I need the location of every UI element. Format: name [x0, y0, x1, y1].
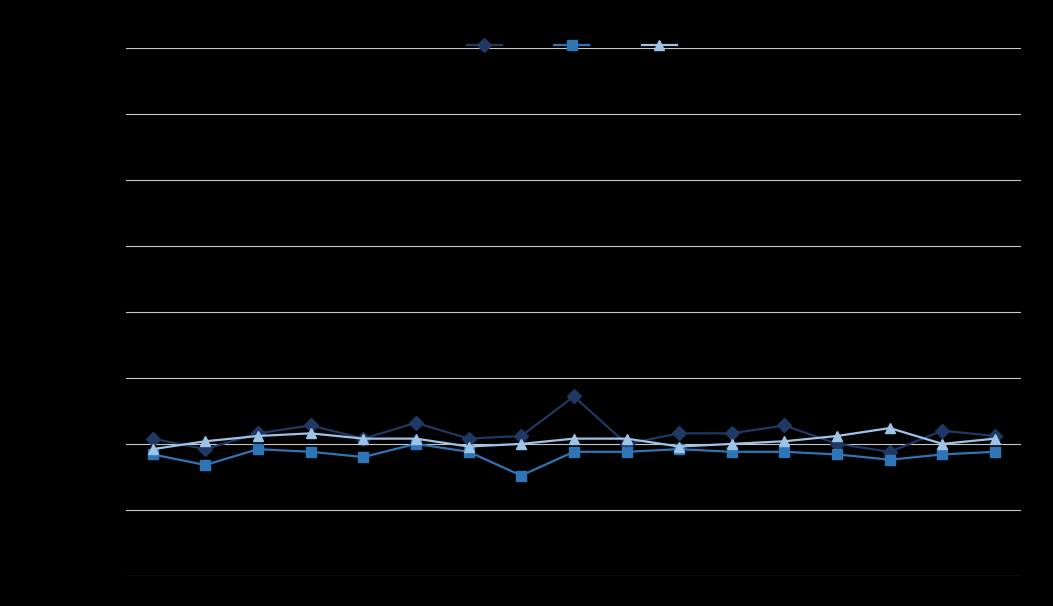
Series1: [252, 430, 264, 437]
Series3: [778, 438, 791, 445]
Series1: [936, 427, 949, 435]
Series1: [199, 445, 212, 453]
Series3: [883, 424, 896, 431]
Line: Series1: Series1: [147, 391, 1000, 457]
Series3: [989, 435, 1001, 442]
Series2: [515, 472, 528, 479]
Series1: [568, 393, 580, 400]
Line: Series3: Series3: [147, 423, 1000, 454]
Series2: [883, 456, 896, 464]
Series2: [726, 448, 738, 456]
Series2: [620, 448, 633, 456]
Series3: [252, 432, 264, 439]
Series2: [568, 448, 580, 456]
Series2: [252, 445, 264, 453]
Series3: [936, 440, 949, 447]
Series1: [620, 440, 633, 447]
Series3: [304, 430, 317, 437]
Line: Series2: Series2: [147, 439, 1000, 481]
Series3: [357, 435, 370, 442]
Series1: [673, 430, 686, 437]
Series1: [462, 435, 475, 442]
Series3: [831, 432, 843, 439]
Series2: [357, 453, 370, 461]
Series2: [778, 448, 791, 456]
Series1: [831, 440, 843, 447]
Series2: [462, 448, 475, 456]
Series1: [515, 432, 528, 439]
Series2: [936, 451, 949, 458]
Series3: [146, 445, 159, 453]
Series3: [726, 440, 738, 447]
Series2: [673, 445, 686, 453]
Series3: [568, 435, 580, 442]
Series3: [515, 440, 528, 447]
Series3: [410, 435, 422, 442]
Series1: [357, 435, 370, 442]
Series1: [989, 432, 1001, 439]
Series2: [410, 440, 422, 447]
Series3: [462, 443, 475, 450]
Series1: [778, 422, 791, 429]
Legend: , , : , ,: [461, 35, 687, 59]
Series1: [726, 430, 738, 437]
Series2: [304, 448, 317, 456]
Series2: [146, 451, 159, 458]
Series1: [883, 448, 896, 456]
Series1: [304, 422, 317, 429]
Series3: [620, 435, 633, 442]
Series2: [199, 461, 212, 468]
Series3: [199, 438, 212, 445]
Series1: [146, 435, 159, 442]
Series2: [989, 448, 1001, 456]
Series2: [831, 451, 843, 458]
Series3: [673, 443, 686, 450]
Series1: [410, 419, 422, 427]
